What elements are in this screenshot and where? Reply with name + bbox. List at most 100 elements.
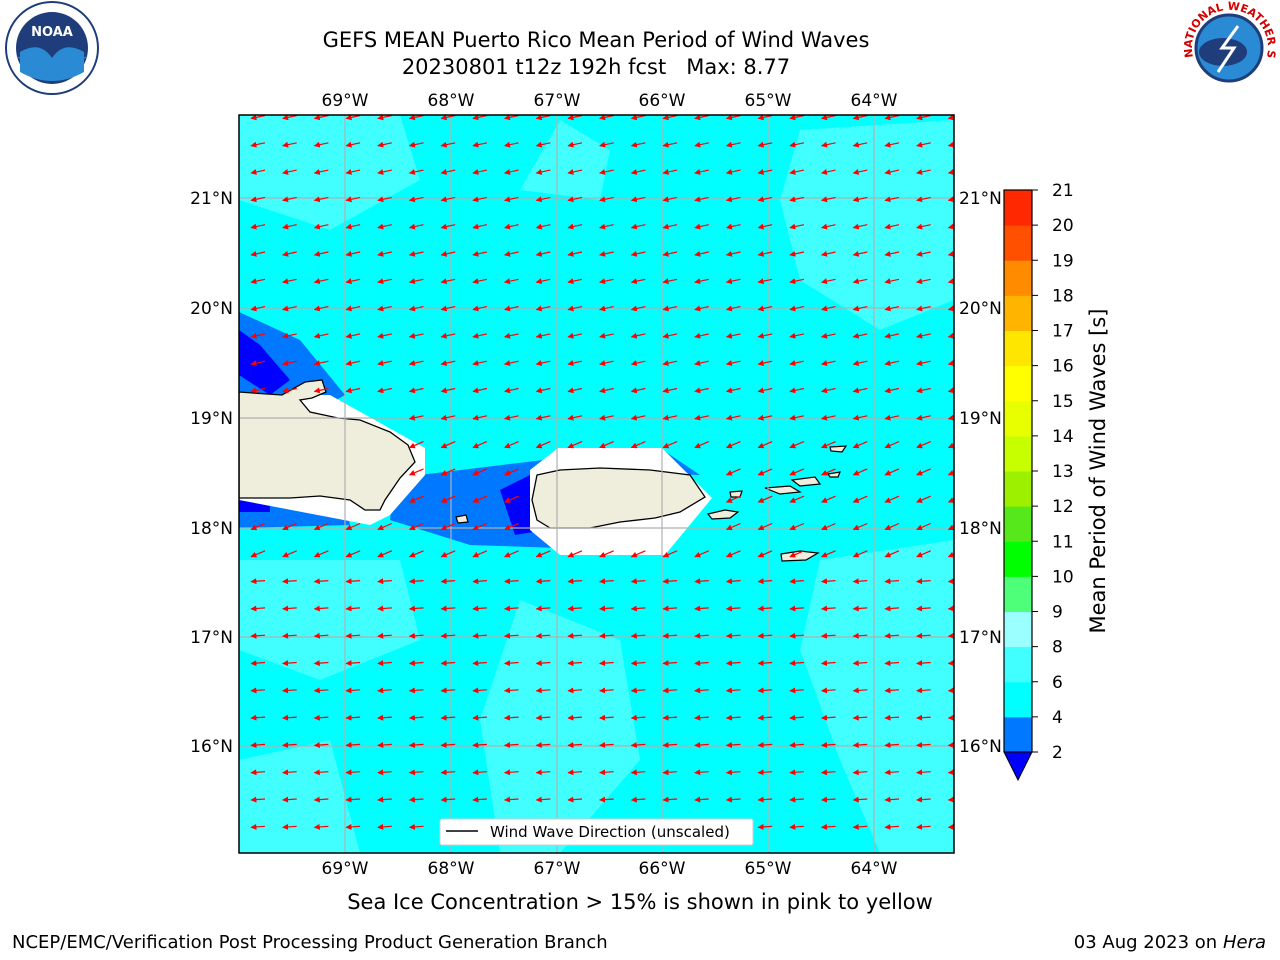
hispaniola-landmass <box>239 379 416 511</box>
wind-arrow <box>947 196 954 203</box>
wind-arrow <box>947 524 954 531</box>
wind-arrow <box>440 332 456 339</box>
wind-arrow <box>282 223 297 230</box>
wind-arrow <box>852 169 868 175</box>
wind-arrow <box>377 305 392 312</box>
wind-arrow <box>472 578 487 585</box>
wind-arrow <box>535 714 551 721</box>
wind-arrow <box>821 196 836 203</box>
wind-arrow <box>567 169 583 175</box>
wind-arrow <box>852 550 868 558</box>
wind-arrow <box>250 687 266 694</box>
wind-arrow <box>472 414 488 421</box>
wind-arrow <box>408 742 424 749</box>
wind-arrow <box>725 250 741 257</box>
wind-arrow <box>567 115 583 121</box>
wind-arrow <box>694 360 709 367</box>
wind-arrow <box>408 169 424 175</box>
wind-arrow <box>440 468 456 476</box>
wind-arrow <box>947 605 954 612</box>
wind-arrow <box>662 714 678 721</box>
wind-arrow <box>662 414 678 421</box>
wind-arrow <box>725 687 741 694</box>
wind-arrow <box>440 196 456 203</box>
wind-arrow <box>504 769 519 776</box>
wind-arrow <box>313 578 329 585</box>
wind-arrow <box>725 141 741 148</box>
wind-arrow <box>313 223 329 230</box>
wind-arrow <box>694 141 709 148</box>
wind-arrow <box>250 632 266 639</box>
wind-arrow <box>345 522 361 531</box>
wind-arrow <box>282 742 297 749</box>
wind-arrow <box>884 196 900 203</box>
wind-arrow <box>535 660 551 667</box>
svg-text:21°N: 21°N <box>190 189 233 209</box>
wind-arrow <box>599 332 614 339</box>
wind-arrow <box>535 742 551 749</box>
wind-arrow <box>884 169 900 175</box>
wind-arrow <box>884 360 900 367</box>
wind-arrow <box>884 250 900 257</box>
wind-arrow <box>852 769 868 776</box>
wind-arrow <box>757 387 773 394</box>
wind-arrow <box>282 305 297 312</box>
svg-text:16°N: 16°N <box>959 737 1002 757</box>
wind-arrow <box>408 769 424 776</box>
wind-arrow <box>504 278 519 285</box>
wind-arrow <box>599 387 614 394</box>
wind-arrow <box>757 495 773 503</box>
wind-arrow <box>250 196 266 203</box>
wind-arrow <box>250 714 266 721</box>
wind-arrow <box>472 632 487 639</box>
wind-arrow <box>472 387 488 394</box>
wind-arrow <box>662 141 678 148</box>
wind-arrow <box>599 769 614 776</box>
wind-arrow <box>694 605 709 612</box>
wind-arrow <box>916 441 931 449</box>
wind-arrow <box>599 278 614 285</box>
wind-arrow <box>821 796 836 803</box>
wind-arrow <box>662 115 678 121</box>
chart-title: GEFS MEAN Puerto Rico Mean Period of Win… <box>322 28 870 52</box>
wind-arrow <box>757 360 773 367</box>
wind-arrow <box>947 115 954 121</box>
wind-arrow <box>250 223 266 230</box>
wind-arrow <box>821 660 836 667</box>
wind-arrow <box>282 169 297 175</box>
wind-arrow <box>535 796 551 803</box>
wind-arrow <box>821 278 836 285</box>
wind-arrow <box>916 605 931 612</box>
colorbar-tick-label: 4 <box>1052 708 1063 728</box>
wind-arrow <box>694 441 710 449</box>
wind-arrow <box>567 714 583 721</box>
wind-arrow <box>757 332 773 339</box>
wind-arrow <box>916 742 931 749</box>
wind-arrow <box>630 414 646 421</box>
wind-arrow <box>408 823 424 830</box>
wind-arrow <box>250 550 266 558</box>
wind-arrow <box>725 495 741 503</box>
wind-arrow <box>725 578 741 585</box>
wind-arrow <box>250 796 266 803</box>
wind-arrow <box>599 687 614 694</box>
colorbar-tick-label: 21 <box>1052 181 1074 201</box>
wind-arrow <box>725 278 741 285</box>
wind-arrow <box>440 223 456 230</box>
wind-arrow <box>440 687 456 694</box>
wind-arrow <box>757 522 773 531</box>
wind-arrow <box>535 305 551 312</box>
wind-arrow <box>377 332 392 339</box>
wind-arrow <box>535 632 551 639</box>
wind-arrow <box>662 169 678 175</box>
wind-arrow <box>345 223 361 230</box>
chart-subtitle: 20230801 t12z 192h fcst Max: 8.77 <box>401 55 791 79</box>
wind-arrow <box>947 223 954 230</box>
map-frame <box>238 114 955 854</box>
wind-arrow <box>916 769 931 776</box>
colorbar-tick-label: 13 <box>1052 462 1074 482</box>
wind-arrow <box>757 250 773 257</box>
wind-arrow <box>694 332 709 339</box>
wind-arrow <box>916 196 931 203</box>
wind-arrow <box>504 522 519 531</box>
